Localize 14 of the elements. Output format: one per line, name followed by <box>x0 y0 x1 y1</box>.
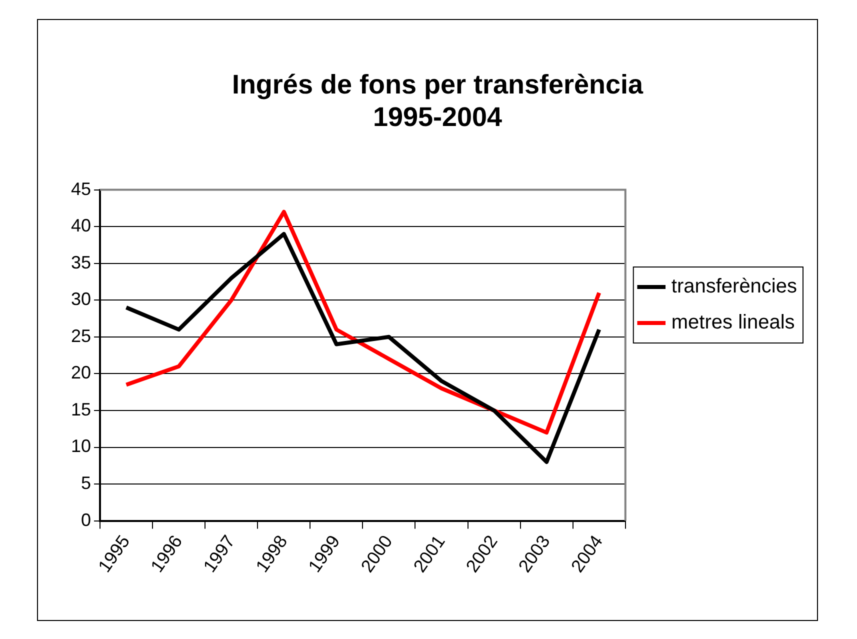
y-tick-label: 35 <box>70 252 92 272</box>
y-tick-label: 15 <box>70 399 92 420</box>
y-tick-label: 5 <box>81 473 92 493</box>
y-tick-label: 30 <box>70 289 92 310</box>
y-tick-label: 20 <box>70 362 92 383</box>
text: Ingrés de fons per transferència <box>232 70 644 100</box>
legend-label: metres lineals <box>671 312 795 334</box>
legend-label: transferències <box>671 276 798 298</box>
y-tick-label: 45 <box>70 178 92 199</box>
y-tick-label: 10 <box>70 436 92 456</box>
y-tick-label: 40 <box>70 216 92 236</box>
y-tick-label: 25 <box>70 326 92 346</box>
y-tick-label: 0 <box>81 510 92 530</box>
text: 1995-2004 <box>372 102 502 132</box>
